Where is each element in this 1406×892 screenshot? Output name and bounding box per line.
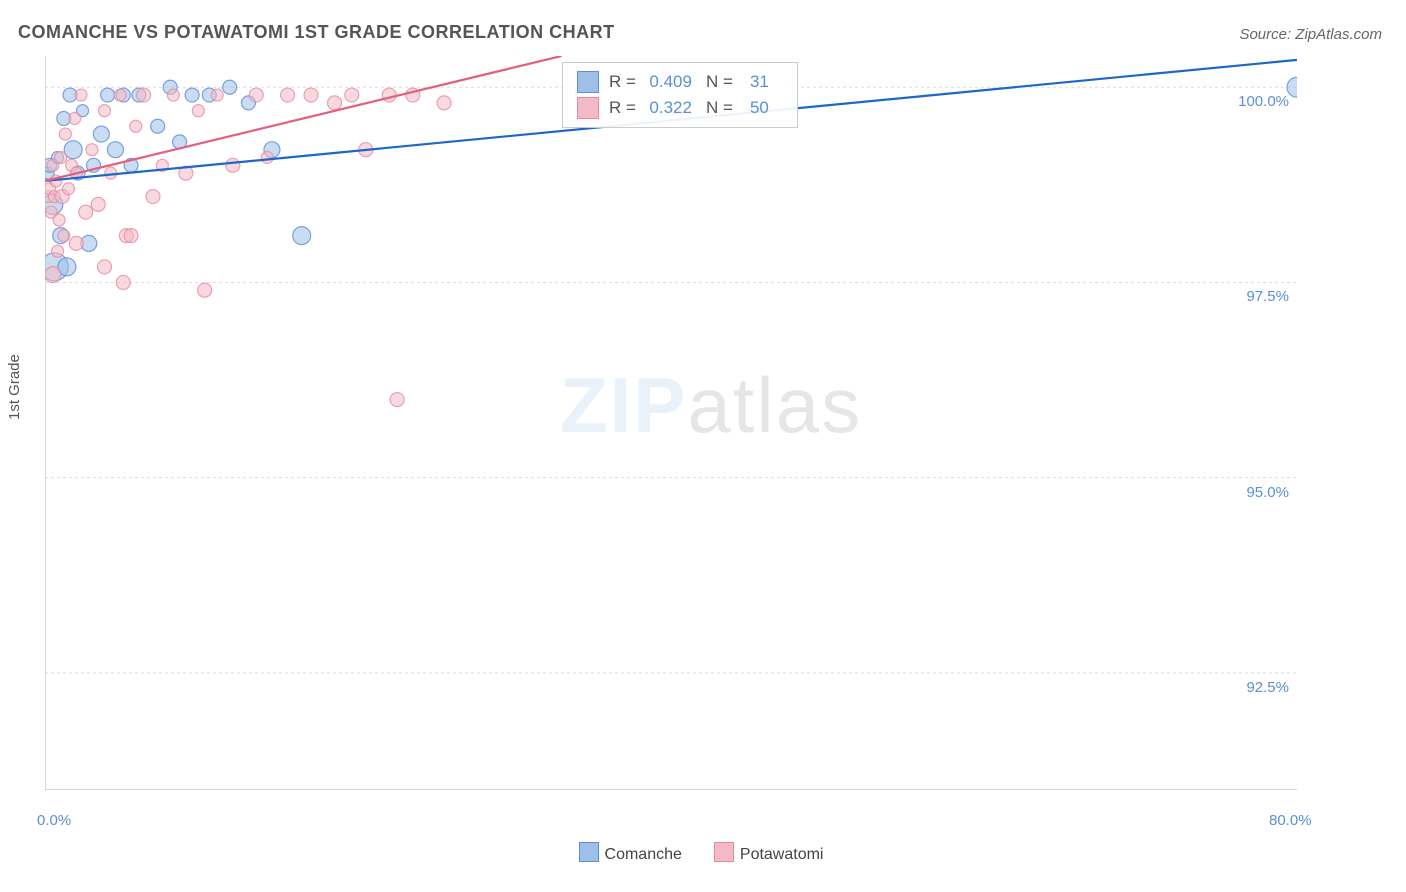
legend-label: Potawatomi bbox=[740, 846, 824, 863]
stats-r-label: R = bbox=[609, 98, 636, 118]
stats-n-value: 50 bbox=[737, 98, 769, 118]
x-tick-label: 80.0% bbox=[1269, 812, 1312, 829]
stats-swatch bbox=[577, 71, 599, 93]
stats-r-value: 0.409 bbox=[640, 72, 692, 92]
stats-n-value: 31 bbox=[737, 72, 769, 92]
stats-row: R =0.322 N =50 bbox=[577, 95, 783, 121]
series-legend: Comanche Potawatomi bbox=[0, 842, 1406, 864]
y-tick-label: 95.0% bbox=[1219, 484, 1289, 501]
stats-row: R =0.409 N =31 bbox=[577, 69, 783, 95]
correlation-stats-box: R =0.409 N =31 R =0.322 N =50 bbox=[562, 62, 798, 128]
stats-r-label: R = bbox=[609, 72, 636, 92]
legend-label: Comanche bbox=[605, 846, 682, 863]
y-axis-label: 1st Grade bbox=[6, 354, 23, 420]
x-tick-label: 0.0% bbox=[37, 812, 71, 829]
stats-swatch bbox=[577, 97, 599, 119]
legend-swatch bbox=[714, 842, 734, 862]
scatter-plot bbox=[45, 56, 1297, 790]
y-tick-label: 100.0% bbox=[1219, 93, 1289, 110]
legend-swatch bbox=[579, 842, 599, 862]
y-tick-label: 97.5% bbox=[1219, 288, 1289, 305]
source-attribution: Source: ZipAtlas.com bbox=[1239, 26, 1382, 43]
chart-title: COMANCHE VS POTAWATOMI 1ST GRADE CORRELA… bbox=[18, 22, 615, 43]
stats-n-label: N = bbox=[706, 98, 733, 118]
stats-n-label: N = bbox=[706, 72, 733, 92]
stats-r-value: 0.322 bbox=[640, 98, 692, 118]
y-tick-label: 92.5% bbox=[1219, 679, 1289, 696]
